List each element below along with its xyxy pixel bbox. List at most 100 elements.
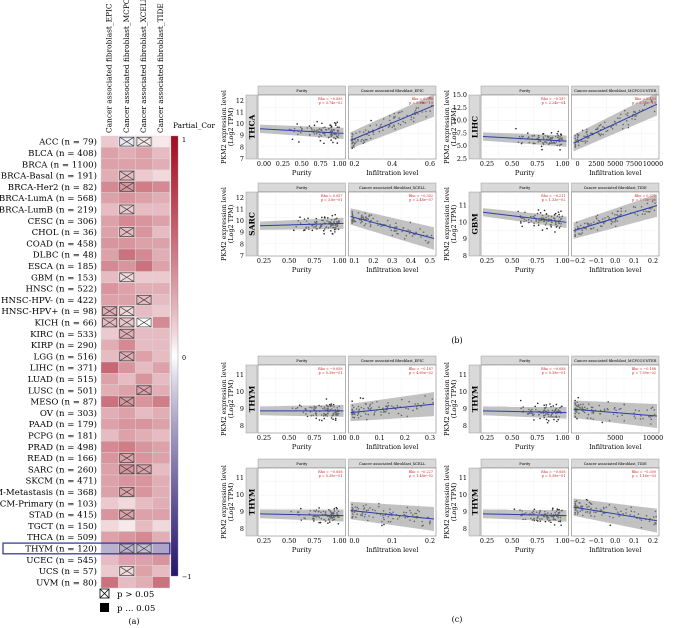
heatmap-cell	[152, 553, 171, 566]
p-value-label: p = 5.39e−01	[542, 474, 566, 478]
facet-strip-label: Cancer associated fibroblast_TIDE	[584, 462, 647, 466]
heatmap-cell	[152, 226, 171, 238]
x-tick-label: 5000	[607, 434, 623, 442]
heatmap-cell	[117, 248, 136, 261]
y-axis-label: PKM2 expression level(Log2 TPM)	[443, 187, 458, 261]
not-significant-box	[119, 487, 135, 497]
scatter-point	[541, 229, 544, 231]
heatmap-row-label: TGCT (n = 150)	[28, 521, 97, 532]
scatter-point	[298, 141, 300, 143]
facet-strip-label: Cancer associated fibroblast_MCPCOUNTER	[574, 89, 657, 93]
heatmap-row-label: THYM (n = 120)	[25, 543, 97, 554]
heatmap-cell	[100, 565, 119, 577]
heatmap-row-label: MESO (n = 87)	[30, 397, 97, 408]
scatter-point	[308, 125, 311, 127]
heatmap-cell	[152, 158, 171, 171]
y-tick-label: 12	[236, 97, 244, 105]
scatter-point	[557, 211, 560, 213]
heatmap-cell	[100, 429, 119, 442]
scatter-point	[336, 142, 339, 144]
x-tick-label: 2500	[588, 160, 604, 168]
scatter-point	[560, 524, 562, 526]
scatter-point	[291, 138, 294, 141]
rho-label: Rho = −0.058	[541, 367, 565, 371]
cancer-strip	[245, 191, 258, 257]
x-tick-label: 0.4	[387, 160, 397, 168]
heatmap-cell	[152, 350, 171, 363]
heatmap-row-label: CHOL (n = 36)	[32, 227, 97, 238]
heatmap-cell	[135, 248, 153, 261]
scatter-point	[383, 523, 385, 526]
confidence-band	[350, 392, 434, 422]
not-significant-box	[119, 453, 135, 463]
heatmap-cell	[135, 361, 153, 374]
scatter-point	[519, 399, 522, 402]
scatter-point	[330, 403, 333, 405]
scatter-point	[334, 231, 336, 233]
scatter-point	[323, 232, 325, 235]
heatmap-cell	[152, 440, 171, 453]
y-tick-label: 8	[240, 422, 244, 430]
x-tick-label: 0.0	[610, 537, 620, 545]
rho-label: Rho = −0.211	[541, 194, 565, 198]
x-tick-label: 0.50	[295, 160, 309, 168]
y-tick-label: 9	[240, 132, 244, 140]
scatter-point	[313, 124, 316, 127]
not-significant-cross	[119, 204, 135, 215]
scatter-point	[554, 212, 557, 215]
p-value-label: p = 5.39e−01	[319, 474, 343, 478]
heatmap-cell	[152, 305, 171, 318]
not-significant-cross	[102, 317, 117, 328]
x-tick-label: 0.25	[480, 160, 494, 168]
y-tick-label: 8	[240, 240, 244, 248]
y-axis-label-line: PKM2 expression level	[220, 465, 228, 539]
heatmap-cell	[100, 497, 119, 510]
scatter-point	[334, 419, 337, 421]
y-tick-label: 10	[459, 388, 467, 396]
facet-strip-label: Purity	[519, 186, 531, 190]
heatmap-cell	[117, 553, 136, 566]
not-significant-box	[102, 317, 118, 328]
heatmap-row-label: ESCA (n = 185)	[28, 261, 97, 272]
fit-line	[350, 215, 435, 240]
heatmap-column-label: Cancer associated fibroblast_EPIC	[105, 3, 114, 133]
fit-line	[482, 135, 567, 142]
scatter-point	[307, 217, 309, 220]
y-axis-label-line: PKM2 expression level	[443, 465, 451, 539]
x-tick-label: 0.50	[282, 257, 296, 265]
heatmap-cell	[100, 327, 119, 340]
heatmap-row-label: ACC (n = 79)	[38, 137, 97, 148]
heatmap-row-label: BRCA-Basal (n = 191)	[1, 171, 97, 182]
heatmap-cell	[135, 169, 153, 182]
heatmap-cell	[100, 294, 119, 306]
y-tick-label: 8	[240, 525, 244, 533]
heatmap-row-label: DLBC (n = 48)	[33, 250, 97, 261]
heatmap-row-label: SKCM (n = 471)	[26, 476, 98, 487]
confidence-band	[483, 509, 567, 522]
scatter-point	[558, 227, 561, 229]
scatter-point	[327, 522, 329, 524]
y-axis-label-line: PKM2 expression level	[443, 90, 451, 164]
scatter-point	[336, 121, 339, 123]
facet-strip-label: Purity	[296, 359, 308, 363]
scatter-point	[545, 213, 548, 215]
heatmap-cell	[152, 260, 171, 272]
heatmap-cell	[117, 429, 136, 442]
x-tick-label: 0.2	[425, 537, 435, 545]
not-significant-box	[119, 543, 135, 554]
y-axis-label: PKM2 expression level(Log2 TPM)	[220, 187, 235, 261]
y-tick-label: 11	[236, 474, 244, 482]
heatmap-cell	[135, 282, 153, 295]
heatmap-cell	[117, 373, 136, 385]
heatmap-cell	[135, 327, 153, 340]
x-tick-label: 1.00	[555, 257, 569, 265]
x-tick-label: 0.1	[629, 537, 639, 545]
heatmap-cell	[135, 452, 153, 464]
scatter-point	[332, 403, 335, 406]
fit-line	[482, 211, 567, 223]
y-tick-label: 9	[463, 405, 467, 413]
x-tick-label: 0.0	[610, 257, 620, 265]
panel-label-c: (c)	[452, 615, 463, 624]
heatmap-cell	[100, 147, 119, 159]
